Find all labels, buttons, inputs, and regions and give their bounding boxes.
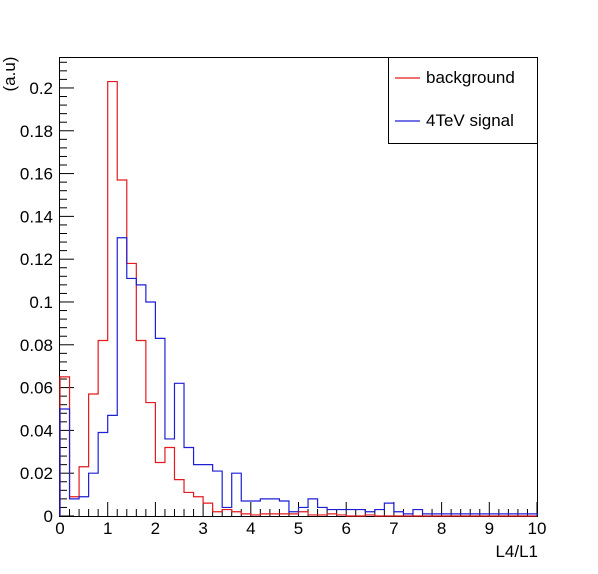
y-tick-labels: 0 0.02 0.04 0.06 0.08 0.1 0.12 0.14 0.16 0.18 0.2	[20, 79, 53, 526]
y-tick-label: 0.14	[20, 207, 53, 226]
histogram-series-background	[59, 80, 537, 517]
y-tick-label: 0.12	[20, 250, 53, 269]
x-tick-label: 2	[151, 519, 160, 538]
histogram-series-signal	[59, 237, 538, 516]
legend: background 4TeV signal	[388, 57, 538, 144]
x-tick-label: 9	[485, 519, 494, 538]
y-tick-label: 0.06	[20, 379, 53, 398]
legend-label-background: background	[426, 68, 515, 87]
x-tick-label: 7	[389, 519, 398, 538]
x-tick-label: 1	[103, 519, 112, 538]
plot-frame	[59, 57, 538, 517]
y-tick-label: 0.02	[20, 464, 53, 483]
x-tick-label: 5	[294, 519, 303, 538]
y-tick-label: 0	[44, 507, 53, 526]
x-tick-label: 4	[246, 519, 255, 538]
y-tick-label: 0.04	[20, 421, 53, 440]
legend-label-signal: 4TeV signal	[426, 111, 514, 130]
y-axis-title: (a.u)	[0, 57, 19, 92]
x-tick-label: 10	[528, 519, 547, 538]
y-tick-label: 0.08	[20, 336, 53, 355]
y-tick-label: 0.16	[20, 165, 53, 184]
x-tick-label: 8	[437, 519, 446, 538]
x-tick-label: 3	[198, 519, 207, 538]
y-tick-label: 0.2	[29, 79, 53, 98]
legend-box	[388, 57, 538, 144]
x-tick-label: 6	[341, 519, 350, 538]
series-layer	[59, 80, 538, 517]
y-tick-label: 0.18	[20, 122, 53, 141]
x-tick-label: 0	[55, 519, 64, 538]
y-tick-label: 0.1	[29, 293, 53, 312]
x-tick-labels: 0 1 2 3 4 5 6 7 8 9 10	[55, 519, 546, 538]
x-axis-title: L4/L1	[495, 542, 538, 561]
